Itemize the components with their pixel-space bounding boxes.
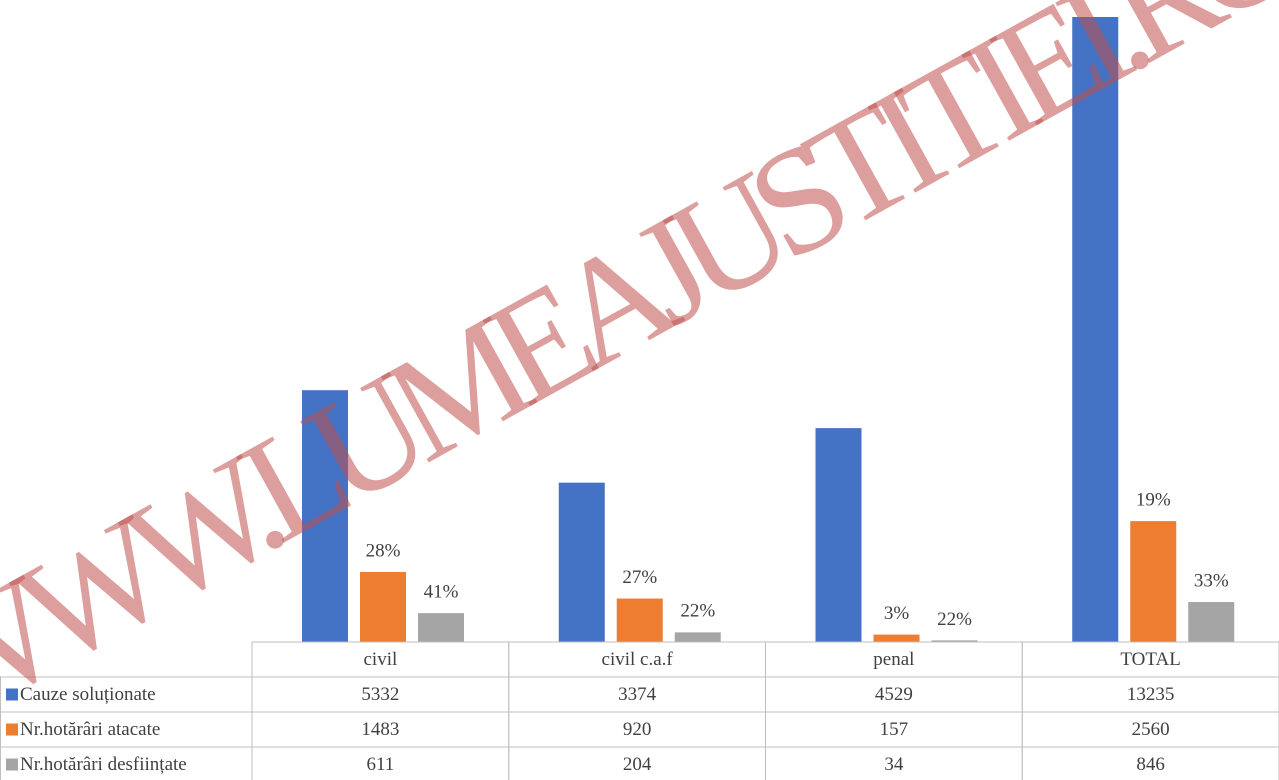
- bar: [1188, 602, 1235, 642]
- bar: [815, 428, 862, 642]
- bar: [1072, 17, 1119, 642]
- table-value: 13235: [1127, 684, 1175, 705]
- category-label: penal: [873, 649, 914, 670]
- category-label: TOTAL: [1120, 649, 1180, 670]
- legend-label: Cauze soluționate: [20, 684, 156, 705]
- data-label: 41%: [424, 582, 459, 603]
- legend-label: Nr.hotărâri desființate: [20, 754, 187, 775]
- table-value: 3374: [618, 684, 657, 705]
- legend-swatch: [6, 688, 18, 701]
- data-label: 22%: [937, 609, 972, 630]
- bar: [1130, 521, 1177, 642]
- category-label: civil c.a.f: [602, 649, 674, 670]
- data-label: 3%: [884, 603, 910, 624]
- bar: [558, 482, 605, 642]
- data-label: 19%: [1136, 489, 1171, 510]
- table-value: 920: [623, 719, 652, 740]
- bar: [873, 634, 920, 642]
- category-label: civil: [363, 649, 397, 670]
- table-cell: [1021, 746, 1279, 780]
- legend-swatch: [6, 723, 18, 736]
- bar: [616, 598, 663, 642]
- bar: [418, 613, 464, 642]
- bar: [360, 571, 406, 642]
- bar: [674, 632, 721, 642]
- table-value: 4529: [875, 684, 913, 705]
- data-label: 33%: [1194, 570, 1229, 591]
- table-value: 846: [1136, 754, 1165, 775]
- table-value: 157: [880, 719, 909, 740]
- table-value: 34: [884, 754, 904, 775]
- legend-label: Nr.hotărâri atacate: [20, 719, 160, 740]
- bar: [931, 640, 978, 642]
- table-value: 611: [366, 754, 394, 775]
- table-value: 2560: [1132, 719, 1170, 740]
- legend-swatch: [6, 758, 18, 771]
- data-label: 22%: [680, 601, 715, 622]
- table-value: 204: [623, 754, 652, 775]
- table-value: 5332: [361, 684, 399, 705]
- data-label: 28%: [366, 540, 401, 561]
- data-label: 27%: [622, 567, 657, 588]
- bar: [302, 390, 348, 642]
- table-value: 1483: [361, 719, 399, 740]
